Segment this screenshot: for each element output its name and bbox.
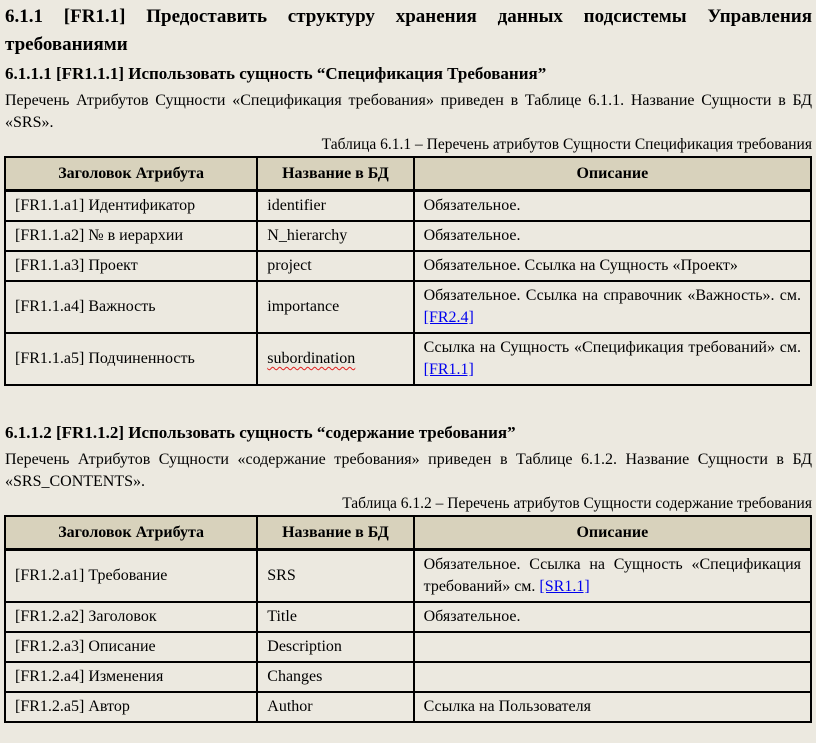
description-cell: Обязательное. Ссылка на Сущность «Специф… bbox=[412, 548, 813, 603]
misspelled-word: subordination bbox=[267, 350, 356, 367]
table-caption-1: Таблица 6.1.1 – Перечень атрибутов Сущно… bbox=[321, 136, 812, 153]
table-row: [FR1.2.a4] Изменения Changes bbox=[3, 661, 813, 693]
table-row: [FR1.1.a5] Подчиненность subordination С… bbox=[3, 332, 813, 386]
table-row: [FR1.1.a1] Идентификатор identifier Обяз… bbox=[3, 189, 813, 222]
description-text: Обязательное. Ссылка на Сущность «Специф… bbox=[423, 556, 801, 595]
column-header-db-name: Название в БД bbox=[256, 515, 415, 551]
description-cell: Обязательное. bbox=[412, 189, 813, 222]
description-cell bbox=[412, 661, 813, 693]
heading-section-1: 6.1.1.1 [FR1.1.1] Использовать сущность … bbox=[5, 64, 547, 83]
db-name-cell: Title bbox=[256, 601, 415, 633]
table-header-row: Заголовок Атрибута Название в БД Описани… bbox=[3, 156, 813, 192]
description-cell: Ссылка на Пользователя bbox=[412, 691, 813, 723]
attribute-cell: [FR1.2.a2] Заголовок bbox=[3, 601, 259, 633]
db-name-cell: identifier bbox=[256, 189, 415, 222]
table-row: [FR1.1.a2] № в иерархии N_hierarchy Обяз… bbox=[3, 220, 813, 252]
db-name-cell: importance bbox=[256, 280, 415, 334]
heading-main: 6.1.1 [FR1.1] Предоставить структуру хра… bbox=[5, 6, 812, 55]
column-header-description: Описание bbox=[412, 515, 813, 551]
description-cell: Ссылка на Сущность «Спецификация требова… bbox=[412, 332, 813, 386]
paragraph-section-1: Перечень Атрибутов Сущности «Спецификаци… bbox=[5, 92, 812, 131]
table-row: [FR1.1.a3] Проект project Обязательное. … bbox=[3, 250, 813, 282]
paragraph-section-2: Перечень Атрибутов Сущности «содержание … bbox=[5, 451, 812, 490]
db-name-cell: SRS bbox=[256, 548, 415, 603]
attribute-cell: [FR1.1.a1] Идентификатор bbox=[3, 189, 259, 222]
description-cell: Обязательное. bbox=[412, 220, 813, 252]
column-header-description: Описание bbox=[412, 156, 813, 192]
description-cell: Обязательное. Ссылка на Сущность «Проект… bbox=[412, 250, 813, 282]
table-row: [FR1.2.a1] Требование SRS Обязательное. … bbox=[3, 548, 813, 603]
column-header-attribute: Заголовок Атрибута bbox=[3, 515, 259, 551]
attribute-cell: [FR1.1.a5] Подчиненность bbox=[3, 332, 259, 386]
attribute-cell: [FR1.2.a1] Требование bbox=[3, 548, 259, 603]
attributes-table-2: Заголовок Атрибута Название в БД Описани… bbox=[3, 515, 813, 723]
db-name-cell: Changes bbox=[256, 661, 415, 693]
attributes-table-1: Заголовок Атрибута Название в БД Описани… bbox=[3, 156, 813, 386]
table-caption-2: Таблица 6.1.2 – Перечень атрибутов Сущно… bbox=[342, 495, 812, 512]
db-name-cell: project bbox=[256, 250, 415, 282]
table-row: [FR1.2.a2] Заголовок Title Обязательное. bbox=[3, 601, 813, 633]
db-name-cell: N_hierarchy bbox=[256, 220, 415, 252]
attribute-cell: [FR1.1.a2] № в иерархии bbox=[3, 220, 259, 252]
attribute-cell: [FR1.1.a4] Важность bbox=[3, 280, 259, 334]
attribute-cell: [FR1.1.a3] Проект bbox=[3, 250, 259, 282]
column-header-db-name: Название в БД bbox=[256, 156, 415, 192]
table-row: [FR1.1.a4] Важность importance Обязатель… bbox=[3, 280, 813, 334]
description-text: Обязательное. Ссылка на справочник «Важн… bbox=[423, 287, 801, 304]
cross-reference-link-fr2-4[interactable]: [FR2.4] bbox=[423, 309, 474, 326]
attribute-cell: [FR1.2.a4] Изменения bbox=[3, 661, 259, 693]
description-cell: Обязательное. Ссылка на справочник «Важн… bbox=[412, 280, 813, 334]
attribute-cell: [FR1.2.a3] Описание bbox=[3, 631, 259, 663]
cross-reference-link-fr1-1[interactable]: [FR1.1] bbox=[423, 361, 474, 378]
table-row: [FR1.2.a3] Описание Description bbox=[3, 631, 813, 663]
table-row: [FR1.2.a5] Автор Author Ссылка на Пользо… bbox=[3, 691, 813, 723]
db-name-cell: subordination bbox=[256, 332, 415, 386]
attribute-cell: [FR1.2.a5] Автор bbox=[3, 691, 259, 723]
description-cell bbox=[412, 631, 813, 663]
heading-section-2: 6.1.1.2 [FR1.1.2] Использовать сущность … bbox=[5, 423, 516, 442]
description-text: Ссылка на Сущность «Спецификация требова… bbox=[423, 339, 801, 356]
db-name-cell: Author bbox=[256, 691, 415, 723]
column-header-attribute: Заголовок Атрибута bbox=[3, 156, 259, 192]
description-cell: Обязательное. bbox=[412, 601, 813, 633]
table-header-row: Заголовок Атрибута Название в БД Описани… bbox=[3, 515, 813, 551]
db-name-cell: Description bbox=[256, 631, 415, 663]
cross-reference-link-sr1-1[interactable]: [SR1.1] bbox=[539, 578, 590, 595]
